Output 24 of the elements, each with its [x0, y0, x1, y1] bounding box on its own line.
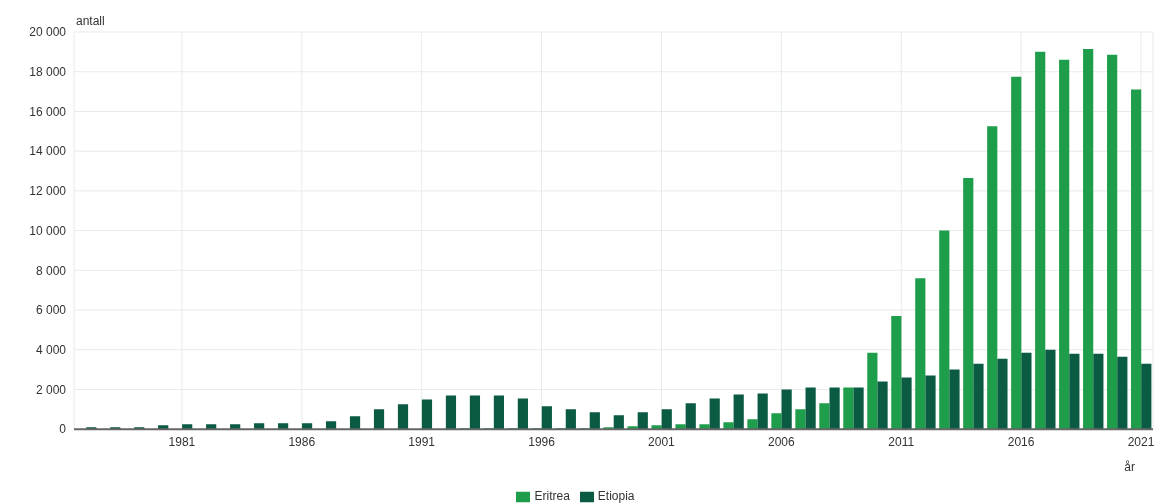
- y-tick-label: 2 000: [35, 382, 67, 397]
- y-tick-label: 16 000: [29, 104, 67, 119]
- x-tick-label: 2021: [1127, 434, 1155, 449]
- x-tick-label: 1996: [528, 434, 556, 449]
- x-tick-label: 1991: [408, 434, 436, 449]
- y-tick-label: 14 000: [29, 144, 67, 159]
- y-axis-title: antall: [76, 14, 105, 28]
- x-tick-label: 1981: [168, 434, 196, 449]
- legend-label: Eritrea: [534, 489, 570, 504]
- y-tick-label: 8 000: [35, 263, 67, 278]
- x-axis-title: år: [1124, 460, 1135, 475]
- x-tick-label: 2006: [767, 434, 796, 449]
- y-tick-label: 0: [59, 422, 67, 437]
- y-tick-label: 20 000: [29, 25, 67, 40]
- y-tick-label: 10 000: [29, 223, 67, 238]
- y-tick-label: 4 000: [35, 343, 67, 357]
- y-tick-label: 18 000: [29, 64, 67, 79]
- x-tick-label: 2001: [648, 434, 676, 449]
- x-tick-label: 2016: [1007, 434, 1035, 449]
- x-tick-label: 2011: [888, 434, 915, 449]
- y-tick-label: 6 000: [35, 303, 67, 318]
- x-tick-label: 1986: [288, 434, 316, 449]
- y-tick-label: 12 000: [29, 184, 67, 199]
- legend-label: Etiopia: [597, 489, 635, 504]
